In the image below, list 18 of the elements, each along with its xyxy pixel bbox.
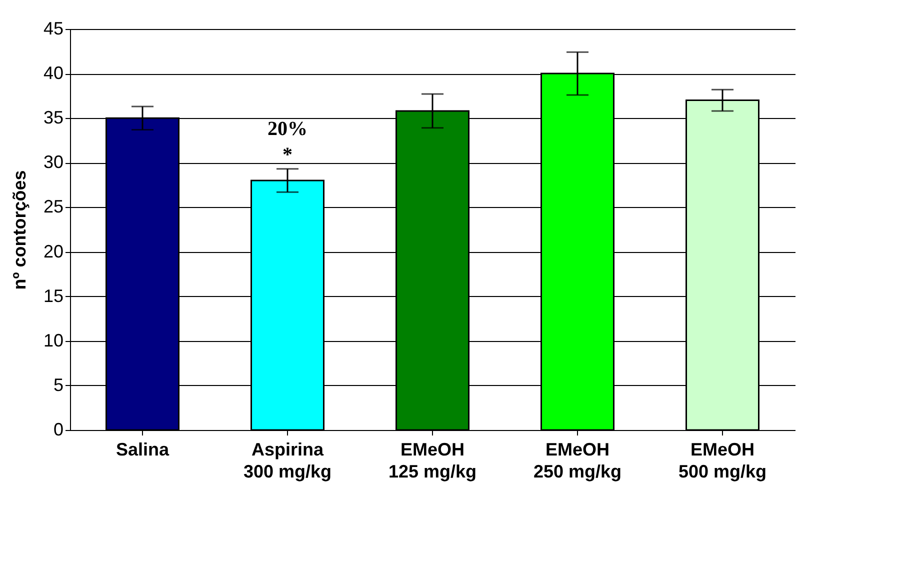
y-tick-label: 15 — [43, 286, 64, 306]
y-tick-label: 5 — [53, 374, 64, 395]
x-tick-label: Aspirina 300 mg/kg — [243, 440, 332, 482]
y-tick-label: 45 — [43, 18, 64, 38]
x-tick-label: Salina — [116, 440, 170, 460]
x-tick-label: EMeOH 250 mg/kg — [533, 440, 622, 482]
y-tick-label: 0 — [53, 420, 64, 440]
x-tick-label: EMeOH 500 mg/kg — [678, 440, 767, 482]
y-tick-label: 40 — [43, 63, 64, 84]
annotation: 20% — [268, 118, 308, 140]
x-tick-label: EMeOH 125 mg/kg — [388, 440, 477, 482]
y-tick-label: 30 — [43, 152, 64, 172]
y-tick-label: 10 — [43, 330, 64, 350]
y-tick-label: 20 — [43, 241, 64, 262]
y-tick-label: 25 — [43, 196, 64, 217]
y-axis-title: nº contorções — [9, 170, 30, 290]
annotation: * — [282, 144, 292, 166]
y-tick-label: 35 — [43, 108, 64, 128]
